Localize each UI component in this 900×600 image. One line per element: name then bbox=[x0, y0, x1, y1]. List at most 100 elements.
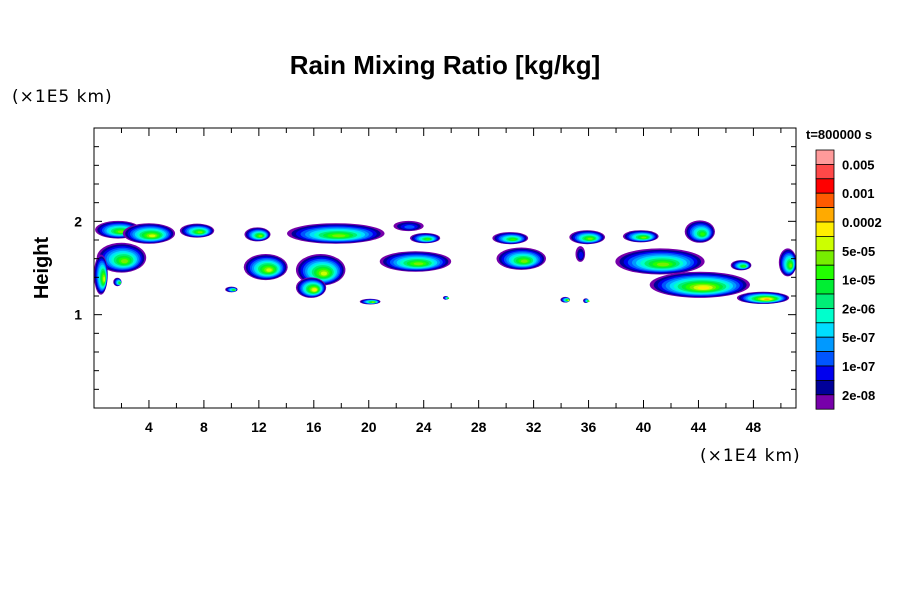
contour-level bbox=[764, 298, 770, 301]
rain-cell bbox=[442, 296, 450, 300]
contour-level bbox=[587, 237, 593, 240]
x-tick-label: 24 bbox=[416, 419, 432, 435]
contour-level bbox=[371, 301, 375, 304]
rain-cell bbox=[94, 254, 108, 295]
rain-cell bbox=[622, 230, 659, 243]
rain-cell bbox=[569, 230, 606, 245]
contour-level bbox=[258, 235, 263, 237]
rain-cell bbox=[583, 298, 590, 303]
contour-level bbox=[148, 234, 156, 238]
colorbar-label: 5e-07 bbox=[842, 330, 875, 345]
rain-cell bbox=[122, 223, 176, 244]
contour-level bbox=[789, 263, 792, 268]
colorbar-swatch bbox=[815, 250, 835, 266]
rain-cell bbox=[684, 220, 715, 243]
colorbar-swatch bbox=[815, 178, 835, 194]
colorbar-label: 0.005 bbox=[842, 157, 875, 172]
colorbar-swatch bbox=[815, 322, 835, 338]
rain-cell bbox=[95, 220, 142, 239]
rain-field bbox=[94, 220, 796, 305]
rain-cell bbox=[225, 286, 238, 293]
x-tick-label: 8 bbox=[200, 419, 208, 435]
contour-level bbox=[641, 236, 647, 239]
rain-cell bbox=[393, 220, 424, 232]
colorbar-swatch bbox=[815, 293, 835, 309]
contour-level bbox=[332, 234, 346, 238]
colorbar-label: 0.0002 bbox=[842, 215, 882, 230]
x-tick-label: 28 bbox=[471, 419, 487, 435]
contour-level bbox=[447, 297, 450, 300]
colorbar-swatch bbox=[815, 163, 835, 180]
colorbar-swatch bbox=[815, 379, 835, 396]
y-tick-label: 2 bbox=[74, 213, 82, 229]
x-tick-label: 32 bbox=[526, 419, 542, 435]
colorbar-swatch bbox=[815, 207, 835, 223]
contour-level bbox=[197, 231, 203, 234]
contour-level bbox=[510, 238, 516, 241]
contour-level bbox=[103, 276, 106, 282]
rain-cell bbox=[379, 251, 452, 272]
rain-cell bbox=[243, 254, 288, 281]
y-unit-label: (×1E5 km) bbox=[12, 87, 113, 107]
contour-level bbox=[567, 299, 570, 302]
contour-level bbox=[117, 230, 125, 233]
colorbar-swatch bbox=[815, 221, 835, 237]
contour-level bbox=[697, 286, 710, 290]
rain-cell bbox=[113, 277, 122, 287]
x-tick-label: 20 bbox=[361, 419, 377, 435]
contour-level bbox=[656, 262, 670, 267]
y-tick-label: 1 bbox=[74, 307, 82, 323]
contour-level bbox=[425, 238, 431, 241]
contour-level bbox=[700, 232, 705, 236]
contour-level bbox=[404, 225, 415, 229]
rain-cell bbox=[736, 291, 790, 304]
colorbar-label: 5e-05 bbox=[842, 244, 875, 259]
rain-cell bbox=[560, 296, 571, 303]
colorbar-swatch bbox=[815, 192, 835, 208]
contour-level bbox=[588, 300, 590, 302]
rain-cell bbox=[778, 248, 796, 277]
colorbar-swatch bbox=[815, 264, 835, 281]
contour-level bbox=[413, 262, 424, 266]
colorbar-swatch bbox=[815, 279, 835, 295]
colorbar-label: 2e-06 bbox=[842, 301, 875, 316]
contour-level bbox=[312, 288, 317, 292]
rain-cell bbox=[730, 260, 752, 271]
x-tick-label: 44 bbox=[691, 419, 707, 435]
x-tick-label: 4 bbox=[145, 419, 153, 435]
rain-cell bbox=[287, 223, 385, 244]
colorbar-label: 1e-07 bbox=[842, 359, 875, 374]
colorbar: 0.005 0.001 0.0002 5e-05 1e-05 2e-06 5e-07 1e-0… bbox=[815, 149, 882, 410]
colorbar-swatch bbox=[815, 336, 835, 353]
rain-cell bbox=[496, 247, 546, 270]
rain-cell bbox=[575, 246, 586, 262]
colorbar-swatch bbox=[815, 149, 835, 165]
rain-cell bbox=[492, 232, 529, 245]
x-tick-label: 36 bbox=[581, 419, 597, 435]
contour-level bbox=[520, 259, 528, 263]
x-tick-label: 48 bbox=[746, 419, 762, 435]
colorbar-label: 0.001 bbox=[842, 186, 875, 201]
contour-level bbox=[320, 271, 328, 276]
time-label: t=800000 s bbox=[806, 127, 872, 142]
rain-cell bbox=[409, 233, 441, 244]
contour-level bbox=[119, 282, 121, 284]
rain-cell bbox=[96, 242, 147, 273]
x-tick-label: 16 bbox=[306, 419, 322, 435]
colorbar-swatch bbox=[815, 235, 835, 252]
colorbar-label: 1e-05 bbox=[842, 273, 875, 288]
x-tick-label: 40 bbox=[636, 419, 652, 435]
colorbar-swatch bbox=[815, 365, 835, 381]
chart-title: Rain Mixing Ratio [kg/kg] bbox=[290, 50, 601, 80]
rain-cell bbox=[359, 298, 381, 305]
x-tick-label: 12 bbox=[251, 419, 267, 435]
contour-level bbox=[578, 251, 584, 259]
contour-level bbox=[266, 268, 272, 272]
contour-level bbox=[121, 259, 128, 264]
rain-cell bbox=[179, 223, 215, 238]
contour-level bbox=[233, 289, 236, 291]
colorbar-swatch bbox=[815, 351, 835, 367]
